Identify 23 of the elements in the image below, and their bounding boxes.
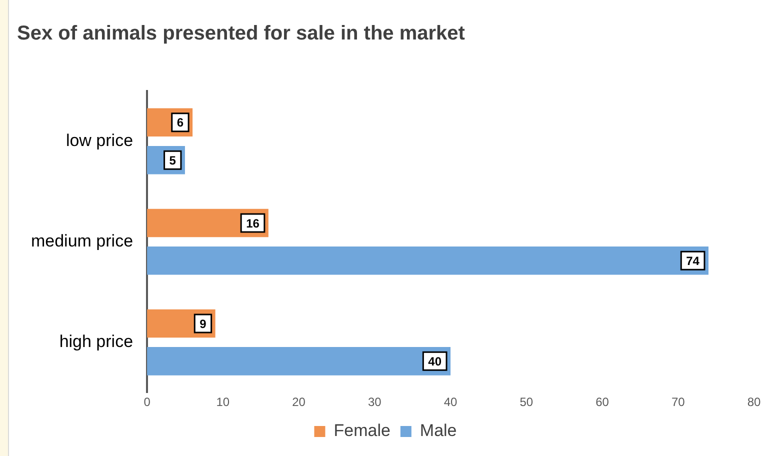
- data-label: 6: [176, 116, 184, 130]
- data-label: 16: [246, 216, 260, 230]
- x-tick-label: 30: [368, 395, 382, 410]
- data-label: 9: [200, 316, 207, 331]
- bar: [147, 347, 451, 376]
- data-label: 74: [686, 254, 700, 268]
- data-label: 40: [428, 354, 442, 368]
- y-tick-label: medium price: [30, 231, 134, 250]
- data-label: 5: [169, 153, 176, 168]
- x-tick-label: 10: [216, 395, 230, 410]
- bar: [147, 246, 708, 275]
- x-tick-label: 20: [292, 395, 306, 410]
- x-tick-label: 80: [747, 395, 761, 410]
- x-tick-label: 60: [596, 395, 610, 410]
- legend-label: Female: [334, 421, 390, 440]
- x-tick-label: 70: [671, 395, 686, 410]
- y-tick-label: low price: [66, 130, 134, 150]
- x-tick-label: 40: [444, 395, 458, 410]
- legend-label: Male: [420, 421, 457, 440]
- chart-title: Sex of animals presented for sale in the market: [17, 22, 466, 45]
- y-tick-label: high price: [59, 332, 134, 352]
- x-tick-label: 50: [520, 395, 534, 410]
- x-tick-label: 0: [144, 395, 151, 410]
